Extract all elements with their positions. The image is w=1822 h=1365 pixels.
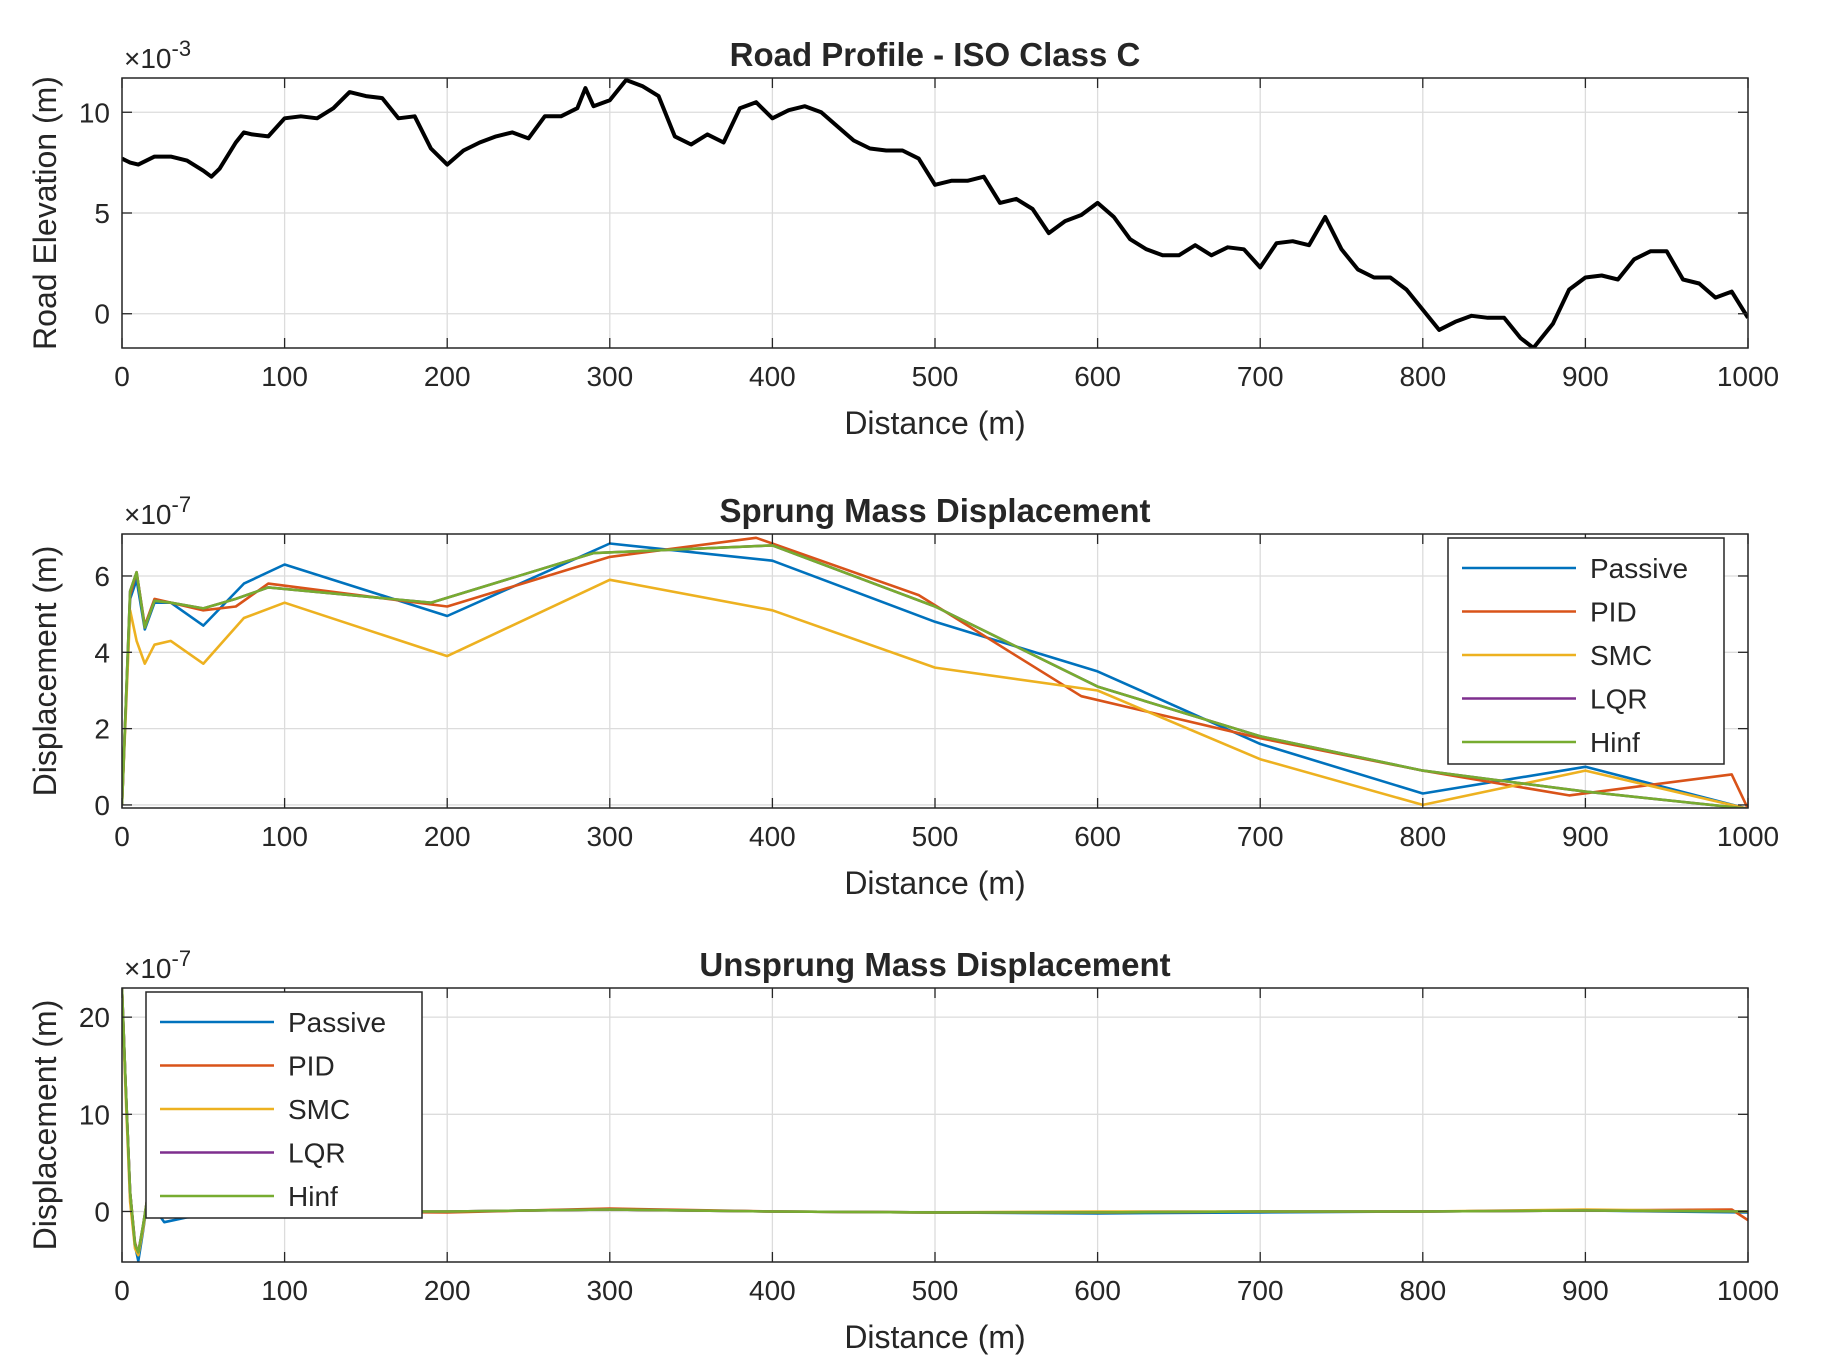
y-tick-label: 0 (94, 1196, 110, 1227)
y-tick-label: 10 (79, 1099, 110, 1130)
x-axis-label: Distance (m) (844, 1319, 1025, 1355)
y-tick-label: 20 (79, 1002, 110, 1033)
x-tick-label: 200 (424, 821, 471, 852)
x-tick-label: 100 (261, 1275, 308, 1306)
x-tick-label: 300 (586, 361, 633, 392)
exponent-power: -3 (172, 36, 192, 61)
y-tick-label: 0 (94, 790, 110, 821)
y-tick-label: 4 (94, 637, 110, 668)
y-exponent-label: ×10-7 (124, 946, 191, 984)
legend-label-lqr: LQR (288, 1138, 346, 1169)
y-tick-label: 0 (94, 299, 110, 330)
x-axis-label: Distance (m) (844, 865, 1025, 901)
y-exponent-label: ×10-3 (124, 36, 191, 74)
x-tick-label: 400 (749, 361, 796, 392)
x-tick-label: 800 (1399, 1275, 1446, 1306)
x-tick-label: 800 (1399, 821, 1446, 852)
x-tick-label: 900 (1562, 361, 1609, 392)
legend: Passive PID SMC LQR Hinf (1447, 537, 1725, 765)
series-group (122, 78, 1748, 348)
x-tick-label: 1000 (1717, 821, 1779, 852)
legend-label-lqr: LQR (1590, 684, 1648, 715)
y-axis-label: Displacement (m) (27, 1000, 63, 1251)
exponent-base: ×10 (124, 499, 172, 530)
x-tick-label: 700 (1237, 821, 1284, 852)
x-tick-label: 900 (1562, 821, 1609, 852)
chart-title: Sprung Mass Displacement (720, 492, 1151, 529)
exponent-base: ×10 (124, 953, 172, 984)
legend-box (1447, 537, 1725, 765)
x-tick-label: 1000 (1717, 1275, 1779, 1306)
series-line-road-profile (122, 78, 1748, 348)
y-axis-label: Road Elevation (m) (27, 76, 63, 350)
x-tick-label: 200 (424, 361, 471, 392)
x-tick-label: 100 (261, 821, 308, 852)
x-tick-label: 200 (424, 1275, 471, 1306)
y-tick-label: 10 (79, 97, 110, 128)
x-tick-label: 500 (912, 361, 959, 392)
x-tick-label: 800 (1399, 361, 1446, 392)
x-tick-label: 0 (114, 361, 130, 392)
legend-label-passive: Passive (1590, 553, 1688, 584)
axes-2: 0 100 200 300 400 500 600 700 800 900 1000 0 2 4 6 ×10-… (27, 492, 1779, 901)
axes-3: 0 100 200 300 400 500 600 700 800 900 1000 0 10 20 ×10… (27, 946, 1779, 1355)
x-tick-label: 600 (1074, 361, 1121, 392)
series-line-smc (122, 578, 1748, 808)
legend-label-hinf: Hinf (288, 1181, 338, 1212)
x-tick-label: 100 (261, 361, 308, 392)
x-tick-label: 700 (1237, 1275, 1284, 1306)
legend-label-pid: PID (1590, 597, 1637, 628)
legend-label-pid: PID (288, 1051, 335, 1082)
exponent-power: -7 (172, 946, 192, 971)
x-tick-label: 0 (114, 821, 130, 852)
x-tick-label: 400 (749, 821, 796, 852)
series-group (122, 536, 1748, 808)
x-tick-label: 400 (749, 1275, 796, 1306)
axes-1: 0 100 200 300 400 500 600 700 800 900 1000 0 5 10 ×10-… (27, 36, 1779, 441)
chart-title: Road Profile - ISO Class C (730, 36, 1141, 73)
x-tick-label: 500 (912, 1275, 959, 1306)
y-tick-label: 6 (94, 561, 110, 592)
y-tick-label: 5 (94, 198, 110, 229)
series-line-hinf (122, 544, 1748, 808)
x-tick-label: 600 (1074, 1275, 1121, 1306)
y-tick-label: 2 (94, 714, 110, 745)
x-tick-label: 600 (1074, 821, 1121, 852)
x-tick-label: 0 (114, 1275, 130, 1306)
x-tick-label: 1000 (1717, 361, 1779, 392)
x-tick-label: 900 (1562, 1275, 1609, 1306)
chart-title: Unsprung Mass Displacement (699, 946, 1170, 983)
exponent-base: ×10 (124, 43, 172, 74)
x-tick-label: 500 (912, 821, 959, 852)
legend-label-smc: SMC (1590, 640, 1652, 671)
exponent-power: -7 (172, 492, 192, 517)
legend-label-hinf: Hinf (1590, 727, 1640, 758)
y-exponent-label: ×10-7 (124, 492, 191, 530)
y-axis-label: Displacement (m) (27, 546, 63, 797)
x-tick-label: 700 (1237, 361, 1284, 392)
legend-label-smc: SMC (288, 1094, 350, 1125)
x-tick-label: 300 (586, 1275, 633, 1306)
legend-label-passive: Passive (288, 1007, 386, 1038)
legend-box (145, 991, 423, 1219)
x-axis-label: Distance (m) (844, 405, 1025, 441)
legend: Passive PID SMC LQR Hinf (145, 991, 423, 1219)
x-tick-label: 300 (586, 821, 633, 852)
